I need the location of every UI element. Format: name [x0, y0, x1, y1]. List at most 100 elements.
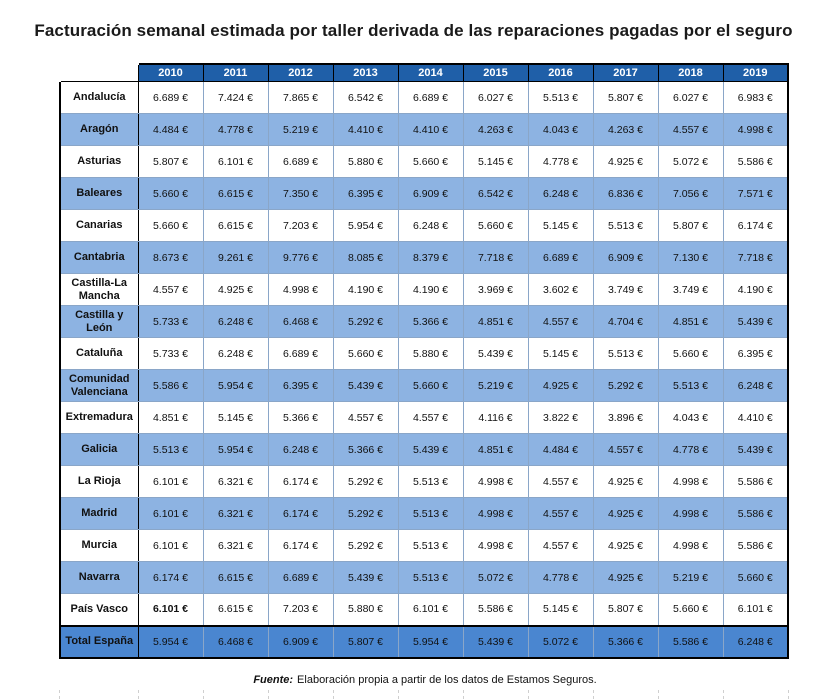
region-label: Cantabria	[59, 241, 139, 274]
region-label: Castilla-La Mancha	[59, 273, 139, 306]
gridline	[268, 690, 269, 699]
value-cell: 6.836 €	[592, 177, 658, 210]
value-cell: 5.660 €	[397, 145, 463, 178]
table-row: Navarra 6.174 € 6.615 € 6.689 € 5.439 € …	[59, 561, 788, 594]
table-row: Andalucía 6.689 € 7.424 € 7.865 € 6.542 …	[59, 81, 788, 114]
value-cell: 5.586 €	[722, 145, 788, 178]
value-cell: 5.807 €	[592, 81, 658, 114]
value-cell: 4.851 €	[462, 305, 528, 338]
value-cell: 5.513 €	[397, 465, 463, 498]
table-row: Castilla y León 5.733 € 6.248 € 6.468 € …	[59, 305, 788, 338]
sheet-gridlines	[0, 690, 827, 699]
table-row: Aragón 4.484 € 4.778 € 5.219 € 4.410 € 4…	[59, 113, 788, 146]
source-text: Elaboración propia a partir de los datos…	[297, 674, 597, 686]
total-value-cell: 6.468 €	[202, 624, 268, 658]
value-cell: 5.292 €	[592, 369, 658, 402]
value-cell: 6.615 €	[202, 593, 268, 626]
value-cell: 4.043 €	[527, 113, 593, 146]
value-cell: 6.689 €	[267, 561, 333, 594]
value-cell: 6.174 €	[722, 209, 788, 242]
value-cell: 4.410 €	[332, 113, 398, 146]
value-cell: 4.998 €	[462, 497, 528, 530]
value-cell: 5.439 €	[462, 337, 528, 370]
value-cell: 4.484 €	[137, 113, 203, 146]
value-cell: 4.557 €	[527, 497, 593, 530]
value-cell: 6.395 €	[722, 337, 788, 370]
value-cell: 5.586 €	[462, 593, 528, 626]
year-header: 2014	[397, 64, 463, 82]
value-cell: 4.998 €	[267, 273, 333, 306]
table-row: Asturias 5.807 € 6.101 € 6.689 € 5.880 €…	[59, 145, 788, 178]
total-value-cell: 5.366 €	[592, 624, 658, 658]
table-row: Cataluña 5.733 € 6.248 € 6.689 € 5.660 €…	[59, 337, 788, 370]
value-cell: 6.101 €	[722, 593, 788, 626]
value-cell: 7.130 €	[657, 241, 723, 274]
value-cell: 5.807 €	[137, 145, 203, 178]
value-cell: 3.896 €	[592, 401, 658, 434]
table-row: Canarias 5.660 € 6.615 € 7.203 € 5.954 €…	[59, 209, 788, 242]
header-row: 2010 2011 2012 2013 2014 2015 2016 2017 …	[59, 63, 788, 82]
value-cell: 4.190 €	[397, 273, 463, 306]
year-header: 2016	[527, 64, 593, 82]
value-cell: 6.248 €	[527, 177, 593, 210]
value-cell: 5.145 €	[527, 593, 593, 626]
total-value-cell: 5.954 €	[137, 624, 203, 658]
value-cell: 4.778 €	[527, 145, 593, 178]
year-header: 2013	[332, 64, 398, 82]
value-cell: 7.350 €	[267, 177, 333, 210]
region-label: Asturias	[59, 145, 139, 178]
value-cell: 4.925 €	[592, 497, 658, 530]
value-cell: 4.925 €	[592, 561, 658, 594]
table-row: Castilla-La Mancha 4.557 € 4.925 € 4.998…	[59, 273, 788, 306]
value-cell: 4.851 €	[137, 401, 203, 434]
value-cell: 5.366 €	[332, 433, 398, 466]
value-cell: 4.925 €	[527, 369, 593, 402]
table-row: La Rioja 6.101 € 6.321 € 6.174 € 5.292 €…	[59, 465, 788, 498]
region-label: Aragón	[59, 113, 139, 146]
value-cell: 6.101 €	[137, 497, 203, 530]
table-row: País Vasco 6.101 € 6.615 € 7.203 € 5.880…	[59, 593, 788, 626]
year-header: 2015	[462, 64, 528, 82]
value-cell: 4.410 €	[722, 401, 788, 434]
value-cell: 6.615 €	[202, 177, 268, 210]
total-value-cell: 5.807 €	[332, 624, 398, 658]
year-header: 2018	[657, 64, 723, 82]
value-cell: 5.292 €	[332, 529, 398, 562]
region-label: Cataluña	[59, 337, 139, 370]
value-cell: 6.248 €	[202, 337, 268, 370]
table-row: Comunidad Valenciana 5.586 € 5.954 € 6.3…	[59, 369, 788, 402]
value-cell: 8.379 €	[397, 241, 463, 274]
value-cell: 5.660 €	[462, 209, 528, 242]
value-cell: 5.513 €	[657, 369, 723, 402]
value-cell: 5.660 €	[332, 337, 398, 370]
value-cell: 4.998 €	[657, 497, 723, 530]
value-cell: 9.776 €	[267, 241, 333, 274]
value-cell: 4.925 €	[592, 145, 658, 178]
value-cell: 5.586 €	[137, 369, 203, 402]
header-corner	[59, 63, 138, 82]
value-cell: 4.557 €	[397, 401, 463, 434]
value-cell: 7.571 €	[722, 177, 788, 210]
gridline	[59, 690, 60, 699]
total-row: Total España 5.954 € 6.468 € 6.909 € 5.8…	[59, 624, 788, 658]
value-cell: 4.557 €	[527, 465, 593, 498]
value-cell: 6.983 €	[722, 81, 788, 114]
value-cell: 4.778 €	[527, 561, 593, 594]
value-cell: 9.261 €	[202, 241, 268, 274]
value-cell: 5.586 €	[722, 497, 788, 530]
value-cell: 5.219 €	[657, 561, 723, 594]
total-label: Total España	[59, 624, 139, 658]
value-cell: 7.718 €	[722, 241, 788, 274]
value-cell: 5.586 €	[722, 529, 788, 562]
gridline	[138, 690, 139, 699]
value-cell: 7.718 €	[462, 241, 528, 274]
gridline	[463, 690, 464, 699]
value-cell: 4.998 €	[462, 529, 528, 562]
value-cell: 6.174 €	[267, 497, 333, 530]
value-cell: 5.513 €	[592, 209, 658, 242]
value-cell: 6.101 €	[202, 145, 268, 178]
value-cell: 4.190 €	[332, 273, 398, 306]
value-cell: 6.174 €	[267, 529, 333, 562]
value-cell: 8.673 €	[137, 241, 203, 274]
value-cell: 6.689 €	[527, 241, 593, 274]
